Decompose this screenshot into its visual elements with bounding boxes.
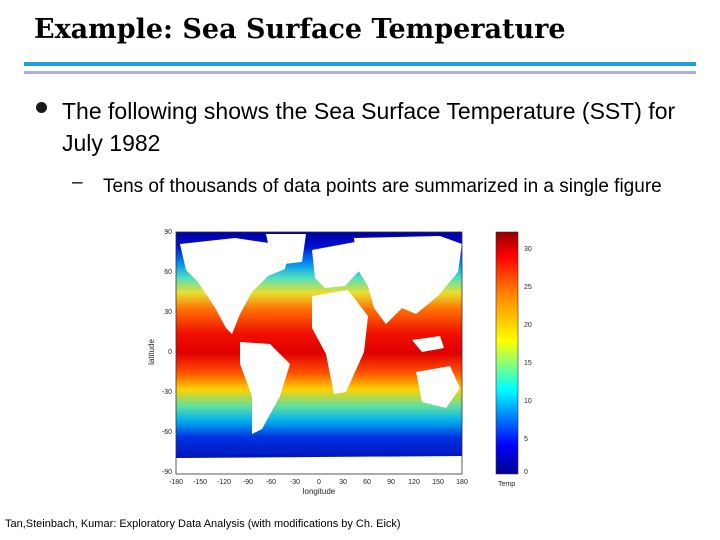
y-tick-label: 30 <box>164 309 172 316</box>
colorbar-tick-label: 10 <box>524 398 532 405</box>
x-tick-label: 0 <box>317 479 321 486</box>
colorbar-tick-label: 0 <box>524 469 528 476</box>
x-tick-label: -120 <box>217 479 231 486</box>
x-tick-label: 30 <box>339 479 347 486</box>
land-masses <box>176 234 462 474</box>
north-america-landmass <box>180 238 290 334</box>
x-tick-label: 180 <box>456 479 468 486</box>
title-rule-bottom <box>24 71 696 74</box>
x-tick-label: -90 <box>243 479 253 486</box>
south-america-landmass <box>240 342 290 434</box>
y-tick-label: 60 <box>164 269 172 276</box>
x-axis-label: longitude <box>303 487 336 496</box>
x-tick-label: -30 <box>290 479 300 486</box>
citation-footer: Tan,Steinbach, Kumar: Exploratory Data A… <box>5 518 401 530</box>
colorbar-label: Temp <box>498 481 515 488</box>
x-tick-label: -60 <box>266 479 276 486</box>
x-axis: -180 -150 -120 -90 -60 -30 0 30 60 90 12… <box>169 479 468 496</box>
y-tick-label: 90 <box>164 229 172 236</box>
europe-landmass <box>312 242 360 288</box>
x-tick-label: 90 <box>387 479 395 486</box>
colorbar-tick-label: 5 <box>524 436 528 443</box>
y-axis: 90 60 30 0 -30 -60 -90 latitude <box>147 229 172 476</box>
colorbar-tick-label: 20 <box>524 322 532 329</box>
x-tick-label: 60 <box>363 479 371 486</box>
title-rule-top <box>24 62 696 66</box>
slide-title: Example: Sea Surface Temperature <box>34 14 566 45</box>
bullet-dot-icon <box>36 102 47 113</box>
x-tick-label: 120 <box>408 479 420 486</box>
sst-figure: 90 60 30 0 -30 -60 -90 latitude -180 -15… <box>147 229 532 496</box>
colorbar-tick-label: 15 <box>524 360 532 367</box>
colorbar: 30 25 20 15 10 5 0 Temp <box>495 231 532 488</box>
y-axis-label: latitude <box>147 339 156 365</box>
sst-map-frame <box>175 231 463 475</box>
sub-bullet-text: Tens of thousands of data points are sum… <box>103 176 662 197</box>
colorbar-gradient <box>495 231 519 475</box>
y-tick-label: -30 <box>162 389 172 396</box>
greenland-landmass <box>266 234 306 264</box>
antarctica-landmass <box>176 456 462 474</box>
africa-landmass <box>312 290 368 394</box>
maritime-continent-landmass <box>412 336 444 352</box>
australia-landmass <box>416 366 460 408</box>
sub-bullet-dash: – <box>72 172 83 193</box>
colorbar-tick-label: 25 <box>524 284 532 291</box>
x-tick-label: -180 <box>169 479 183 486</box>
y-tick-label: -90 <box>162 469 172 476</box>
y-tick-label: 0 <box>168 349 172 356</box>
asia-landmass <box>354 236 462 324</box>
x-tick-label: -150 <box>193 479 207 486</box>
bullet-text: The following shows the Sea Surface Temp… <box>62 98 676 156</box>
y-tick-label: -60 <box>162 429 172 436</box>
x-tick-label: 150 <box>432 479 444 486</box>
colorbar-tick-label: 30 <box>524 246 532 253</box>
